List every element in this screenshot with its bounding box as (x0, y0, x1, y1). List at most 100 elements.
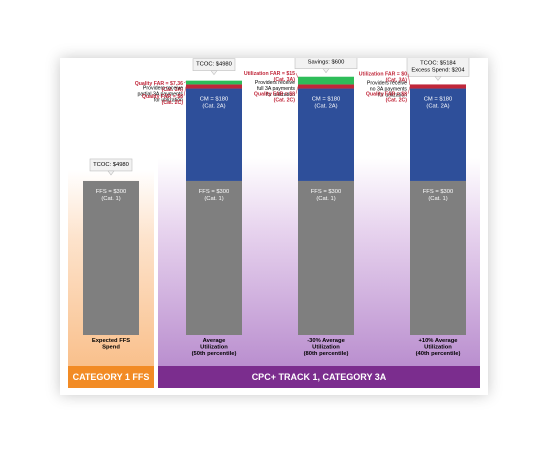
bar-segment (410, 84, 466, 89)
tcoc-label-line: Savings: $600 (308, 60, 345, 66)
segment-label-line: FFS = $300 (311, 189, 341, 195)
segment-label: FFS = $300 (Cat. 1) (96, 189, 126, 202)
segment-label-line: FFS = $300 (199, 189, 229, 195)
bar-segment (298, 180, 354, 335)
annotation-line: for utilization (266, 92, 295, 98)
annotation-line: Quality FAR = $8 (254, 92, 295, 98)
bar-segment (298, 88, 354, 181)
bar-segment (410, 180, 466, 335)
segment-label: FFS = $300 (Cat. 1) (199, 189, 229, 202)
bar-segment (186, 180, 242, 335)
chart-card: FFS = $300 (Cat. 1) TCOC: $4980 Expected FF… (60, 58, 488, 395)
x-axis-label-line: Spend (102, 345, 120, 351)
group-label-category-1: CATEGORY 1 FFS (72, 372, 150, 382)
annotation-line: (Cat. 3A) (386, 78, 408, 84)
x-axis-label-line: (40th percentile) (416, 351, 461, 357)
annotation-line: Providers receive (143, 86, 183, 92)
annotation-leader (295, 86, 299, 94)
x-axis-label: -30% Average Utilization (80th percentile) (304, 338, 349, 357)
x-axis-label: +10% Average Utilization (40th percentile) (416, 338, 461, 357)
x-axis-label-line: -30% Average (307, 338, 345, 344)
annotation-line: (Cat. 2C) (274, 98, 296, 104)
group-band-category-1: CATEGORY 1 FFS (68, 366, 154, 388)
segment-label: CM = $180 (Cat. 2A) (424, 97, 453, 110)
bar-segment (83, 180, 139, 335)
segment-label-line: (Cat. 2A) (202, 104, 225, 110)
segment-label-line: (Cat. 1) (204, 196, 223, 202)
segment-label: CM = $180 (Cat. 2A) (200, 97, 229, 110)
bar-group-1: FFS = $300 (Cat. 1) CM = $180 (Cat. 2A) TCOC… (135, 58, 242, 357)
tcoc-callout-pointer (322, 68, 330, 74)
segment-label-line: CM = $180 (424, 97, 453, 103)
x-axis-label-line: Utilization (312, 345, 340, 351)
tcoc-callout-pointer (434, 76, 442, 81)
tcoc-label-line: TCOC: $4380 (308, 58, 344, 59)
annotation: Providers receive no 3A payments for utili… (367, 80, 407, 98)
segment-label: CM = $180 (Cat. 2A) (312, 97, 341, 110)
annotation-line: Providers receive (255, 80, 295, 86)
annotation-line: Utilization FAR = $0 (359, 72, 407, 78)
annotation-line: no 3A payments (370, 86, 408, 92)
annotation-line: (Cat. 2C) (162, 100, 184, 106)
tcoc-callout-pointer (107, 170, 115, 176)
x-axis-label-line: +10% Average (418, 338, 458, 344)
bar-group-2: FFS = $300(Cat. 1) CM = $180(Cat. 2A) TCOC… (244, 58, 358, 357)
x-axis-label-line: Average (203, 338, 226, 344)
segment-label-line: CM = $180 (200, 97, 229, 103)
x-axis-label: Expected FFS Spend (92, 338, 130, 351)
segment-label-line: (Cat. 1) (428, 196, 447, 202)
annotation-line: for utilization (154, 98, 183, 104)
x-axis-label-line: (50th percentile) (192, 351, 237, 357)
annotation-line: Quality FAR = $8 (142, 94, 183, 100)
tcoc-label-line: Excess Spend: $204 (411, 67, 465, 73)
tcoc-label: TCOC: $5184 Excess Spend: $204 (411, 60, 465, 73)
segment-label: FFS = $300 (Cat. 1) (311, 189, 341, 202)
annotation: Utilization FAR = $15 (Cat. 3A) (244, 71, 295, 83)
annotation: Quality FAR = $8 (Cat. 2C) (142, 94, 183, 106)
x-axis-label-line: (80th percentile) (304, 351, 349, 357)
annotation-line: (Cat. 2C) (386, 98, 408, 104)
annotation-line: (Cat. 3A) (274, 77, 296, 83)
bar-segment (298, 84, 354, 89)
annotation-line: Quality FAR = $8 (366, 92, 407, 98)
annotation: Providers receive full 3A payments for uti… (255, 80, 295, 98)
x-axis-label: Average Utilization (50th percentile) (192, 338, 237, 357)
x-axis-label-line: Expected FFS (92, 338, 130, 344)
segment-label-line: (Cat. 1) (101, 196, 120, 202)
annotation-leader (295, 73, 299, 78)
annotation-line: full 3A payments (257, 86, 295, 92)
bar-group-3: FFS = $300 (Cat. 1) CM = $180 (Cat. 2A) TCOC… (359, 58, 470, 357)
tcoc-label: TCOC: $4380Savings: $600 (308, 58, 345, 66)
annotation: Utilization FAR = $0 (Cat. 3A) (359, 72, 408, 84)
annotation-line: Utilization FAR = $15 (244, 71, 295, 77)
tcoc-label-line: TCOC: $4980 (196, 62, 232, 68)
annotation: Quality FAR = $7.36 (Cat. 3A) (135, 81, 184, 93)
annotation-line: Providers receive (367, 80, 407, 86)
annotation-leader (407, 73, 411, 86)
annotation-line: Quality FAR = $7.36 (135, 81, 183, 87)
bar-segment (186, 80, 242, 85)
x-axis-label-line: Utilization (424, 345, 452, 351)
annotation-line: for utilization (378, 92, 407, 98)
bar-segment (298, 76, 354, 85)
annotation-line: partial 3A payments (137, 92, 183, 98)
x-axis-label-line: Utilization (200, 345, 228, 351)
annotation-leader (183, 86, 187, 96)
bar-segment (410, 88, 466, 181)
tcoc-label-line: TCOC: $4980 (93, 162, 129, 168)
annotation-leader (183, 81, 187, 84)
bar-segment (186, 84, 242, 89)
annotation: Quality FAR = $8 (Cat. 2C) (254, 92, 295, 104)
annotation: Quality FAR = $8 (Cat. 2C) (366, 92, 407, 104)
segment-label-line: FFS = $300 (423, 189, 453, 195)
annotation: Providers receive partial 3A payments for … (137, 86, 183, 104)
segment-label-line: (Cat. 2A) (314, 104, 337, 110)
tcoc-callout-pointer (210, 70, 218, 76)
annotation-leader (407, 86, 411, 94)
segment-label-line: (Cat. 2A) (426, 104, 449, 110)
bar-segment (186, 88, 242, 181)
tcoc-label: TCOC: $4980 (93, 162, 129, 168)
annotation-line: (Cat. 3A) (162, 87, 184, 93)
segment-label-line: CM = $180 (312, 97, 341, 103)
